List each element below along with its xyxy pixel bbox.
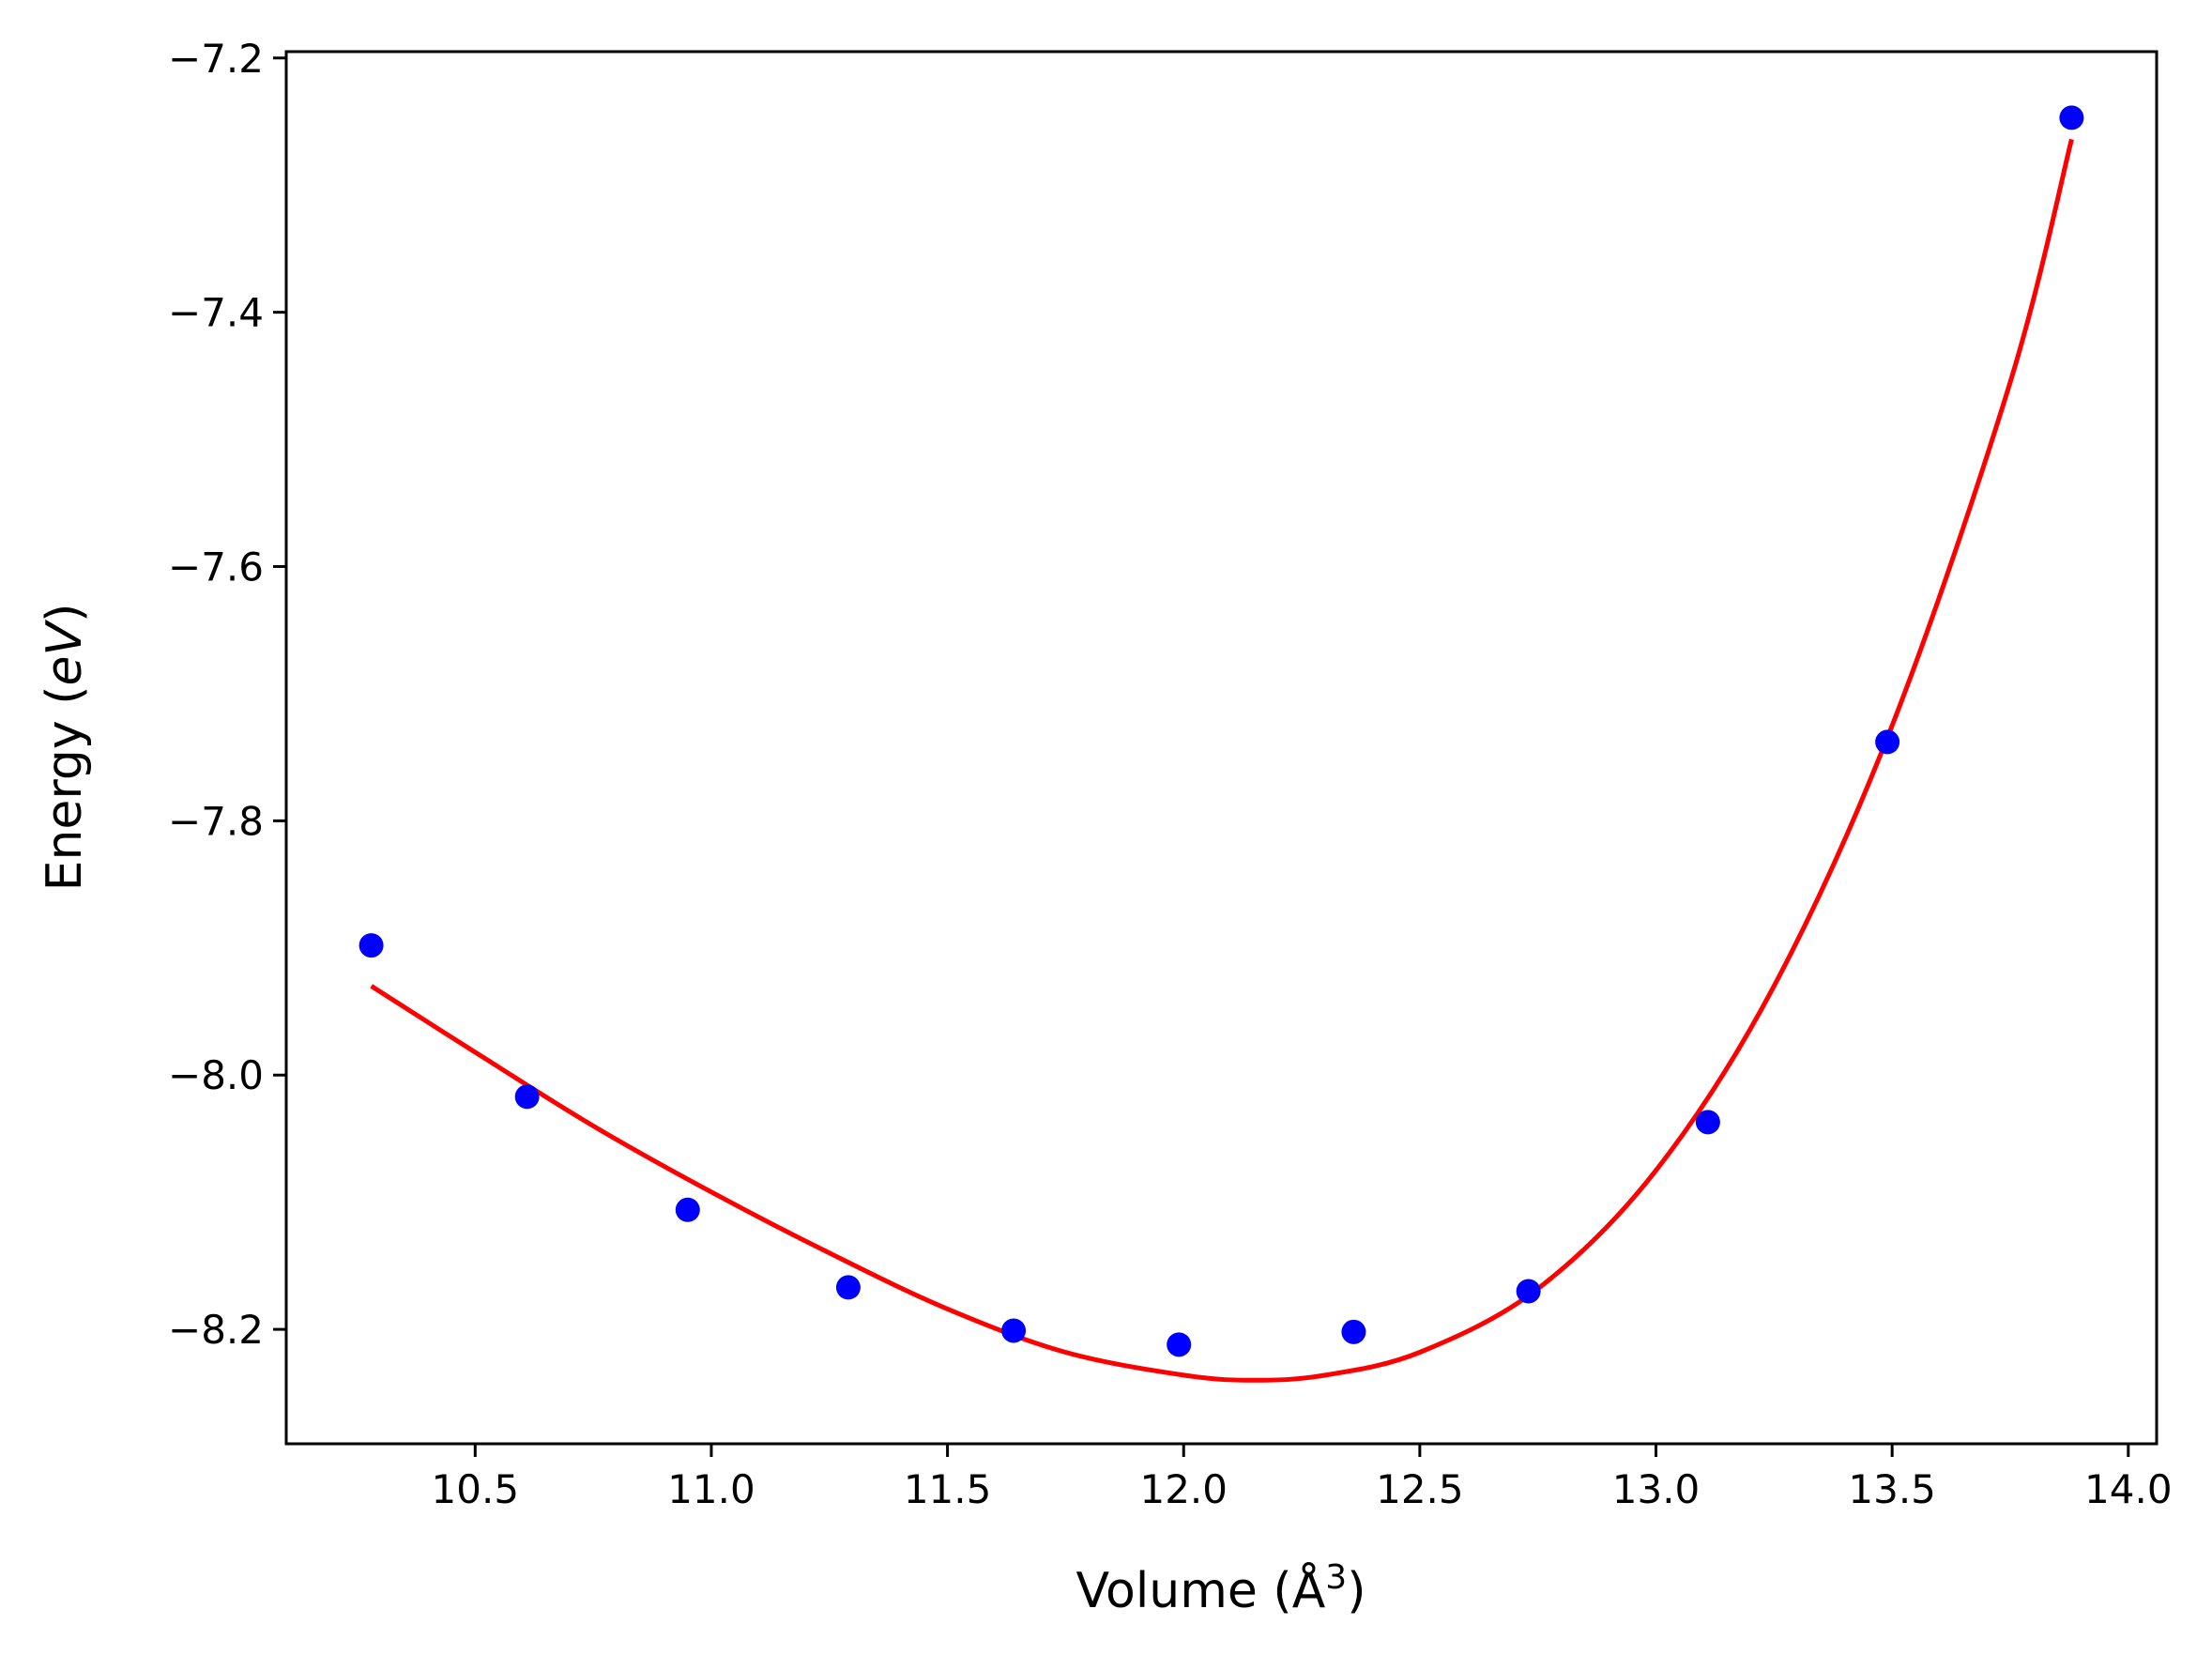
x-tick-label: 11.0 [667, 1466, 755, 1512]
data-point [1695, 1110, 1720, 1135]
data-point [1001, 1318, 1027, 1343]
axes-frame [284, 50, 2159, 1446]
x-tick-label: 13.0 [1612, 1466, 1701, 1512]
data-point [2059, 105, 2084, 130]
y-tick-label: −7.6 [168, 544, 264, 590]
y-tick-label: −7.2 [168, 36, 264, 82]
x-tick-label: 12.0 [1139, 1466, 1228, 1512]
y-tick-label: −7.4 [168, 290, 264, 336]
data-point [358, 933, 384, 958]
plot-area [358, 105, 2084, 1383]
data-point [514, 1084, 540, 1110]
data-point [1516, 1279, 1541, 1304]
x-axis-ticks: 10.5 11.0 11.5 12.0 12.5 13.0 13.5 14.0 [432, 1444, 2173, 1512]
data-point [675, 1197, 700, 1222]
y-axis-label: Energy (eV) [37, 604, 93, 892]
data-point [1167, 1332, 1192, 1357]
x-tick-label: 14.0 [2084, 1466, 2173, 1512]
y-tick-label: −7.8 [168, 798, 264, 844]
fit-curve-line [370, 138, 2074, 1383]
x-tick-label: 12.5 [1376, 1466, 1464, 1512]
x-tick-label: 10.5 [432, 1466, 520, 1512]
x-axis-label: Volume (Å3) [1076, 1558, 1366, 1620]
y-axis-ticks: −7.2 −7.4 −7.6 −7.8 −8.0 −8.2 [168, 36, 286, 1353]
data-point [1341, 1319, 1366, 1344]
data-point [835, 1275, 861, 1300]
x-tick-label: 11.5 [904, 1466, 992, 1512]
y-tick-label: −8.2 [168, 1307, 264, 1353]
y-tick-label: −8.0 [168, 1052, 264, 1098]
data-point [1875, 729, 1900, 755]
x-tick-label: 13.5 [1848, 1466, 1936, 1512]
